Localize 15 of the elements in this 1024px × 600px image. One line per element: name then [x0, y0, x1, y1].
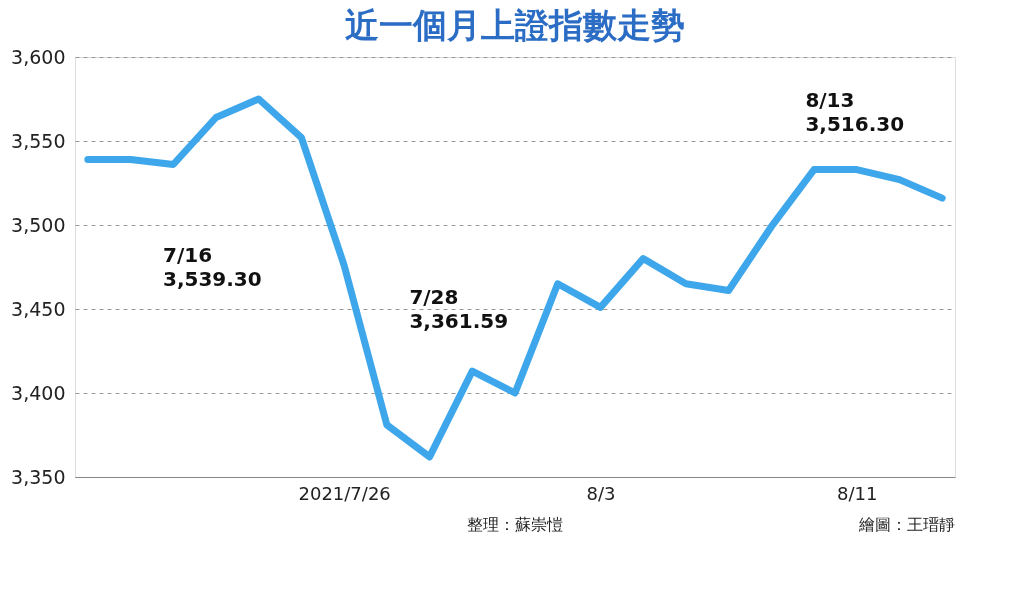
annotation: 7/16 3,539.30: [163, 243, 262, 291]
y-tick-label: 3,400: [11, 381, 66, 404]
chart-title: 近一個月上證指數走勢: [345, 5, 685, 45]
y-tick-label: 3,600: [11, 45, 66, 68]
annotation: 7/28 3,361.59: [409, 285, 509, 333]
x-tick-label: 2021/7/26: [298, 482, 391, 504]
x-tick-label: 8/3: [586, 482, 616, 504]
y-tick-label: 3,450: [11, 297, 66, 320]
annotation: 8/13 3,516.30: [805, 87, 905, 136]
text: 繪圖：王瑨靜: [858, 515, 955, 534]
text: 整理：蘇崇愷: [467, 515, 563, 534]
y-tick-label: 3,550: [11, 129, 66, 152]
x-tick-label: 8/11: [837, 482, 878, 504]
y-tick-label: 3,350: [11, 465, 66, 488]
y-tick-label: 3,500: [11, 213, 66, 236]
